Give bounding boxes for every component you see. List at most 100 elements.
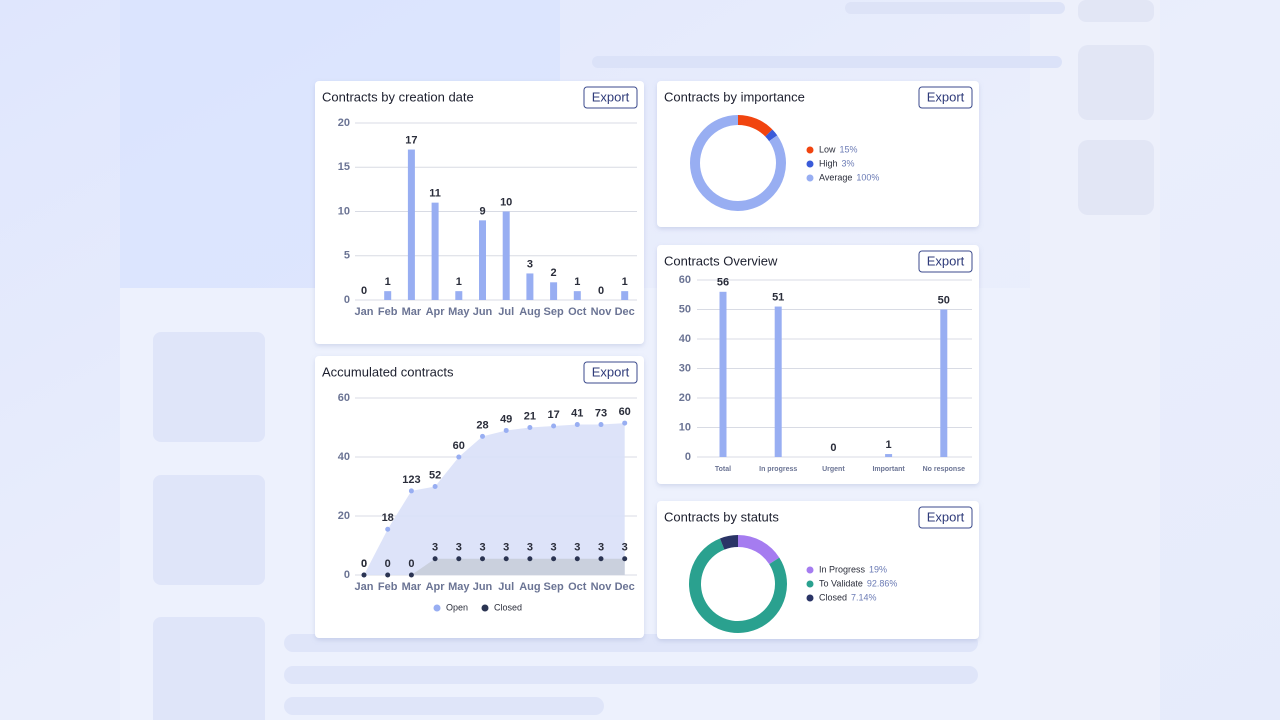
- x-tick-label: Nov: [591, 306, 613, 318]
- bar: [479, 220, 486, 300]
- x-tick-label: Oct: [568, 581, 587, 593]
- y-tick-label: 10: [679, 421, 691, 433]
- bar: [455, 291, 463, 300]
- bg-placeholder: [1078, 45, 1154, 120]
- bg-placeholder: [284, 697, 604, 715]
- y-tick-label: 0: [344, 569, 350, 581]
- point-label: 17: [547, 409, 559, 421]
- x-tick-label: Apr: [426, 581, 446, 593]
- data-label: 0: [361, 285, 367, 297]
- bar: [431, 202, 439, 300]
- button-label[interactable]: Export: [592, 364, 630, 379]
- data-label: 9: [479, 205, 485, 217]
- y-tick-label: 40: [338, 451, 350, 463]
- point-label: 28: [476, 419, 488, 431]
- data-label: 1: [385, 276, 391, 288]
- point-label: 0: [361, 558, 367, 570]
- y-tick-label: 30: [679, 362, 691, 374]
- point-label: 0: [361, 558, 367, 570]
- data-label: 1: [622, 276, 628, 288]
- legend-label: Closed: [494, 602, 522, 612]
- button-frame[interactable]: [918, 250, 973, 273]
- bg-placeholder: [1078, 140, 1154, 215]
- chart-title: Contracts by importance: [664, 89, 805, 104]
- button-label[interactable]: Export: [592, 89, 630, 104]
- legend-value: 92.86%: [867, 578, 898, 588]
- legend-label: Open: [446, 602, 468, 612]
- point: [622, 420, 628, 426]
- button-label[interactable]: Export: [927, 89, 965, 104]
- point-label: 3: [527, 542, 533, 554]
- donut-segment: [689, 538, 787, 633]
- x-tick-label: Aug: [519, 581, 540, 593]
- data-label: 1: [456, 276, 462, 288]
- x-tick-label: Feb: [378, 306, 398, 318]
- point: [456, 454, 462, 460]
- y-tick-label: 10: [338, 205, 350, 217]
- data-label: 0: [598, 285, 604, 297]
- point-label: 49: [500, 413, 512, 425]
- y-tick-label: 0: [685, 451, 691, 463]
- point: [480, 433, 485, 439]
- x-tick-label: Jan: [355, 581, 374, 593]
- button-label[interactable]: Export: [927, 253, 965, 268]
- area: [364, 423, 625, 575]
- point-label: 60: [453, 440, 465, 452]
- x-tick-label: Jun: [473, 581, 493, 593]
- point: [385, 526, 391, 532]
- point: [361, 572, 367, 578]
- export-button[interactable]: Export: [583, 361, 638, 384]
- point-label: 3: [456, 542, 462, 554]
- button-frame[interactable]: [583, 86, 638, 109]
- export-button[interactable]: Export: [918, 506, 973, 529]
- legend-value: 19%: [869, 564, 887, 574]
- x-tick-label: Nov: [591, 581, 613, 593]
- x-tick-label: Oct: [568, 306, 587, 318]
- y-tick-label: 15: [338, 161, 350, 173]
- chart-title: Contracts by creation date: [322, 89, 474, 104]
- button-label[interactable]: Export: [927, 509, 965, 524]
- export-button[interactable]: Export: [583, 86, 638, 109]
- donut-segment: [737, 115, 773, 137]
- point: [503, 427, 509, 433]
- point-label: 3: [432, 542, 438, 554]
- data-label: 2: [551, 267, 557, 279]
- area: [364, 558, 625, 575]
- point-label: 0: [385, 558, 391, 570]
- legend-dot: [806, 594, 814, 602]
- data-label: 56: [717, 277, 729, 289]
- legend-label: To Validate: [819, 578, 863, 588]
- export-button[interactable]: Export: [918, 86, 973, 109]
- chart-title: Contracts by statuts: [664, 509, 779, 524]
- export-button[interactable]: Export: [918, 250, 973, 273]
- point-label: 3: [479, 542, 485, 554]
- x-tick-label: Feb: [378, 581, 398, 593]
- card: [657, 245, 979, 484]
- point: [385, 572, 391, 578]
- data-label: 10: [500, 196, 512, 208]
- point-label: 3: [574, 542, 580, 554]
- y-tick-label: 60: [338, 392, 350, 404]
- point: [574, 422, 580, 428]
- chart-card: Contracts by creation date Export05101520…: [315, 81, 644, 344]
- legend-dot: [806, 160, 814, 168]
- point-label: 21: [524, 410, 536, 422]
- bg-placeholder: [1078, 0, 1154, 22]
- button-frame[interactable]: [918, 86, 973, 109]
- button-frame[interactable]: [918, 506, 973, 529]
- bar: [940, 309, 948, 457]
- card: [315, 81, 644, 344]
- x-tick-label: Jan: [355, 306, 374, 318]
- x-tick-label: Apr: [426, 306, 446, 318]
- bar: [550, 282, 558, 300]
- legend-label: High: [819, 158, 838, 168]
- chart-title: Accumulated contracts: [322, 364, 454, 379]
- bar: [885, 454, 893, 457]
- point: [408, 488, 414, 494]
- data-label: 1: [886, 439, 892, 451]
- point: [503, 556, 509, 562]
- button-frame[interactable]: [583, 361, 638, 384]
- point: [480, 556, 485, 562]
